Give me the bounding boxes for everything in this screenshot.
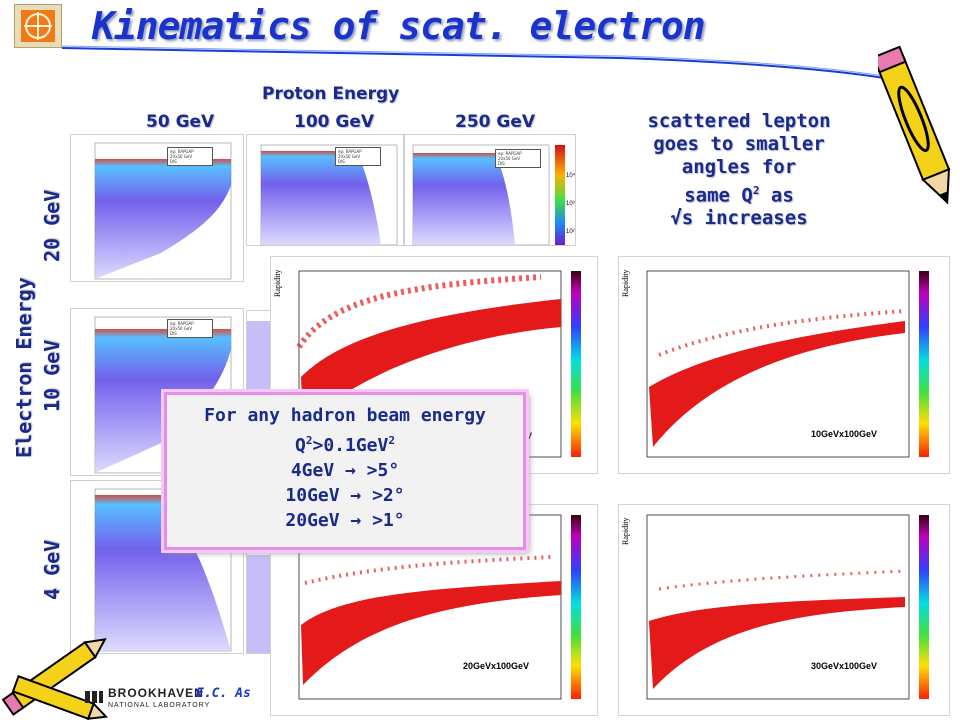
row-label-10: 10 GeV (40, 339, 64, 412)
plot-label: eV (521, 431, 533, 441)
logo-icon (14, 4, 62, 48)
theta-plot-20x250: 10⁴ 10³ 10² ep: RAPGAP 20x50 GeV DIS (404, 134, 576, 246)
column-label-250: 250 GeV (455, 112, 536, 132)
y-axis-title: Rapidity (621, 269, 630, 297)
lab-name: BROOKHAVEN (108, 686, 204, 700)
row-label-4: 4 GeV (40, 539, 64, 600)
page-title: Kinematics of scat. electron (92, 4, 706, 48)
pencil-icon (878, 45, 951, 205)
zaxis-tick: 10⁴ (566, 173, 576, 179)
plot-legend: ep: RAPGAP 20x50 GeV DIS (167, 147, 213, 166)
column-label-50: 50 GeV (146, 112, 215, 132)
bnl-logo-icon (84, 688, 104, 706)
rapidity-plot-top-right: Rapidity 10GeVx100GeV (618, 256, 950, 474)
row-label-20: 20 GeV (40, 189, 64, 262)
plot-label: 10GeVx100GeV (811, 429, 878, 439)
plot-legend: ep: RAPGAP 20x50 GeV DIS (335, 147, 381, 166)
theta-plot-4x100 (246, 548, 272, 654)
acceptance-callout: For any hadron beam energy Q2>0.1GeV2 4G… (164, 392, 526, 550)
zaxis-tick: 10² (566, 229, 575, 235)
rapidity-plot-bottom-right: Rapidity 30GeVx100GeV (618, 504, 950, 716)
theta-plot-20x100: ep: RAPGAP 20x50 GeV DIS (246, 134, 404, 246)
zaxis-tick: 10³ (566, 201, 575, 207)
theta-plot-20x50: ep: RAPGAP 20x50 GeV DIS (70, 134, 244, 282)
note-text: scattered lepton goes to smaller angles … (647, 110, 831, 230)
y-axis-title: Rapidity (273, 269, 282, 297)
theta-plot-10x100 (246, 310, 272, 400)
plot-label: 30GeVx100GeV (811, 661, 878, 671)
y-axis-title: Rapidity (621, 517, 630, 545)
author-credit: E.C. As (196, 686, 251, 701)
plot-label: 20GeVx100GeV (463, 661, 530, 671)
proton-energy-heading: Proton Energy (262, 84, 400, 104)
pencils-icon (1, 638, 109, 720)
electron-energy-heading: Electron Energy (12, 277, 36, 458)
plot-legend: ep: RAPGAP 20x50 GeV DIS (167, 319, 213, 338)
lab-subtitle: NATIONAL LABORATORY (108, 702, 211, 709)
column-label-100: 100 GeV (294, 112, 375, 132)
plot-legend: ep: RAPGAP 20x50 GeV DIS (495, 149, 541, 168)
title-underline-icon (61, 45, 897, 81)
